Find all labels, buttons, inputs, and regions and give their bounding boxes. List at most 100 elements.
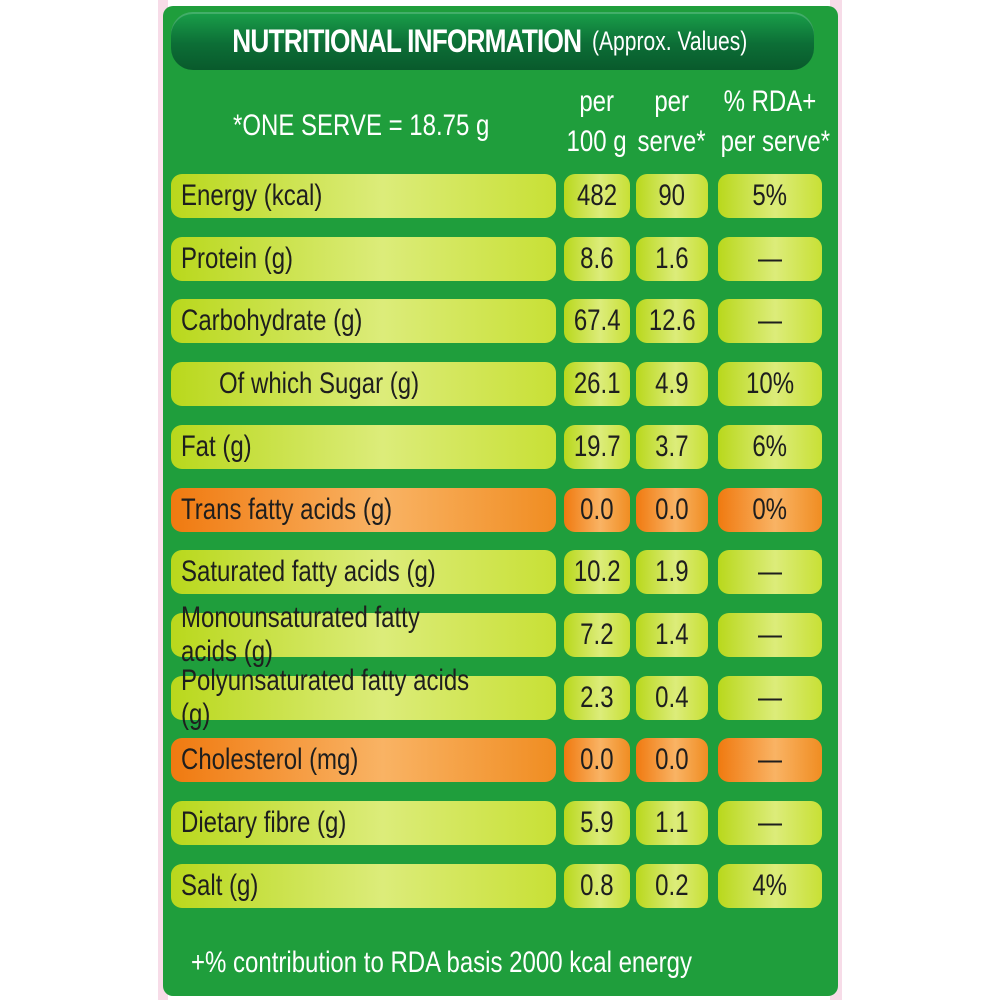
value-rda: — <box>718 299 822 344</box>
value-per-serve: 4.9 <box>636 362 708 407</box>
value-rda-text: 0% <box>752 492 788 526</box>
value-per-100g: 482 <box>564 174 630 218</box>
value-per-100g: 67.4 <box>564 299 630 344</box>
nutrient-label-text: Salt (g) <box>181 868 259 902</box>
serving-size-note: *ONE SERVE = 18.75 g <box>233 109 490 142</box>
value-rda: 4% <box>718 863 822 908</box>
value-rda: — <box>718 550 822 595</box>
value-per-serve: 1.9 <box>636 550 708 595</box>
nutrient-label-text: Monounsaturated fatty acids (g) <box>181 600 420 668</box>
table-row: Energy (kcal) 482 90 5% <box>163 174 838 218</box>
table-row: Of which Sugar (g) 26.1 4.9 10% <box>163 362 838 407</box>
value-per-100g-text: 8.6 <box>580 241 614 275</box>
value-rda-text: — <box>758 241 782 275</box>
value-rda-text: 4% <box>752 868 788 902</box>
nutrient-label-text: Polyunsaturated fatty acids (g) <box>181 663 470 731</box>
nutrient-label: Cholesterol (mg) <box>171 738 556 783</box>
value-per-100g: 5.9 <box>564 801 630 845</box>
value-per-serve: 0.4 <box>636 675 708 720</box>
table-row: Monounsaturated fatty acids (g) 7.2 1.4 — <box>163 601 838 668</box>
value-per-100g-text: 0.0 <box>580 743 614 777</box>
nutrient-label: Salt (g) <box>171 863 556 908</box>
value-per-serve-text: 0.2 <box>655 868 689 902</box>
value-per-serve-text: 1.6 <box>655 241 689 275</box>
table-row: Salt (g) 0.8 0.2 4% <box>163 863 838 908</box>
nutrient-label: Energy (kcal) <box>171 174 556 218</box>
nutrient-label-text: Carbohydrate (g) <box>181 304 363 338</box>
value-per-serve-text: 12.6 <box>648 304 696 338</box>
value-per-serve-text: 0.0 <box>655 743 689 777</box>
table-subtitle: (Approx. Values) <box>591 25 748 56</box>
value-rda: — <box>718 738 822 783</box>
value-per-serve-text: 0.4 <box>655 680 689 714</box>
value-per-100g-text: 5.9 <box>580 806 614 839</box>
table-row: Saturated fatty acids (g) 10.2 1.9 — <box>163 550 838 595</box>
table-row: Polyunsaturated fatty acids (g) 2.3 0.4 — <box>163 664 838 731</box>
value-rda-text: 10% <box>745 367 795 401</box>
value-per-100g-text: 2.3 <box>580 680 614 714</box>
column-header-per-serve: per serve* <box>637 85 707 158</box>
value-rda: — <box>718 675 822 720</box>
nutrition-panel: NUTRITIONAL INFORMATION (Approx. Values)… <box>163 6 838 996</box>
value-per-100g-text: 67.4 <box>573 304 621 338</box>
value-per-serve-text: 1.1 <box>655 806 689 839</box>
nutrient-label-text: Protein (g) <box>181 241 294 275</box>
value-per-serve-text: 4.9 <box>655 367 689 401</box>
nutrient-label-text: Trans fatty acids (g) <box>181 492 393 526</box>
nutrient-label: Protein (g) <box>171 236 556 281</box>
nutrient-label-text: Fat (g) <box>181 429 252 463</box>
value-rda-text: 5% <box>752 179 788 212</box>
value-per-serve-text: 3.7 <box>655 429 689 463</box>
value-per-serve-text: 1.4 <box>655 617 689 651</box>
nutrient-label-text: Of which Sugar (g) <box>219 367 420 401</box>
value-per-serve: 1.1 <box>636 801 708 845</box>
value-per-100g: 0.0 <box>564 487 630 532</box>
value-per-100g: 7.2 <box>564 612 630 657</box>
value-per-100g: 26.1 <box>564 362 630 407</box>
table-row: Protein (g) 8.6 1.6 — <box>163 236 838 281</box>
value-per-100g: 2.3 <box>564 675 630 720</box>
nutrient-label: Dietary fibre (g) <box>171 801 556 845</box>
value-rda-text: — <box>758 743 782 777</box>
column-header-per-100g: per 100 g <box>566 85 628 158</box>
value-per-serve-text: 0.0 <box>655 492 689 526</box>
value-per-100g: 19.7 <box>564 424 630 469</box>
value-rda-text: — <box>758 680 782 714</box>
nutrient-label: Saturated fatty acids (g) <box>171 550 556 595</box>
nutrient-label: Trans fatty acids (g) <box>171 487 556 532</box>
value-per-100g-text: 0.8 <box>580 868 614 902</box>
nutrient-label: Carbohydrate (g) <box>171 299 556 344</box>
nutrient-label-text: Energy (kcal) <box>181 179 323 212</box>
value-per-100g: 0.8 <box>564 863 630 908</box>
value-per-100g: 10.2 <box>564 550 630 595</box>
value-per-serve: 0.0 <box>636 738 708 783</box>
value-per-serve: 0.0 <box>636 487 708 532</box>
value-per-serve: 1.6 <box>636 236 708 281</box>
table-row: Fat (g) 19.7 3.7 6% <box>163 424 838 469</box>
value-per-100g-text: 19.7 <box>573 429 621 463</box>
nutrient-label-text: Cholesterol (mg) <box>181 743 359 777</box>
value-per-serve: 0.2 <box>636 863 708 908</box>
nutrient-label: Of which Sugar (g) <box>171 362 556 407</box>
rda-footnote: +% contribution to RDA basis 2000 kcal e… <box>191 946 692 979</box>
value-per-100g-text: 7.2 <box>580 617 614 651</box>
value-per-100g-text: 26.1 <box>573 367 621 401</box>
column-header-rda: % RDA+ per serve* <box>720 85 831 158</box>
value-per-serve: 3.7 <box>636 424 708 469</box>
value-rda-text: — <box>758 617 782 651</box>
title-banner: NUTRITIONAL INFORMATION (Approx. Values) <box>171 12 814 70</box>
table-title: NUTRITIONAL INFORMATION <box>232 22 582 59</box>
value-per-serve-text: 90 <box>658 179 686 212</box>
nutrient-label: Fat (g) <box>171 424 556 469</box>
value-rda: — <box>718 801 822 845</box>
value-per-serve: 1.4 <box>636 612 708 657</box>
value-per-serve: 90 <box>636 174 708 218</box>
value-rda: — <box>718 612 822 657</box>
value-per-serve-text: 1.9 <box>655 555 689 589</box>
table-row: Dietary fibre (g) 5.9 1.1 — <box>163 801 838 845</box>
value-per-100g: 0.0 <box>564 738 630 783</box>
value-rda-text: — <box>758 304 782 338</box>
value-rda-text: — <box>758 555 782 589</box>
value-per-100g-text: 0.0 <box>580 492 614 526</box>
table-row: Carbohydrate (g) 67.4 12.6 — <box>163 299 838 344</box>
